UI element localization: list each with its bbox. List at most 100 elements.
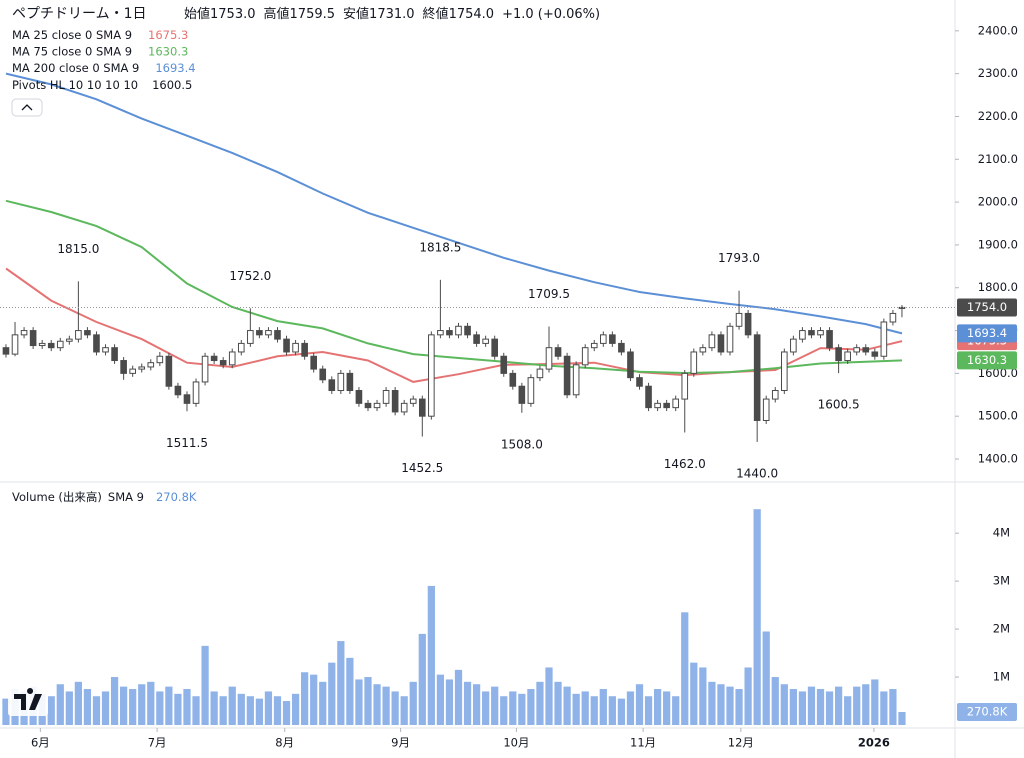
volume-bar	[201, 645, 209, 725]
candle-body	[183, 394, 191, 404]
volume-bar	[219, 696, 227, 725]
ma-price-tag-label: 1630.3	[967, 353, 1007, 367]
y-tick-label: 2100.0	[978, 152, 1018, 166]
candle-body	[364, 402, 372, 409]
ma-line	[5, 199, 903, 375]
candle-body	[219, 360, 227, 366]
candle-body	[373, 402, 381, 409]
volume-bar	[418, 633, 426, 725]
y-tick-label: 2200.0	[978, 109, 1018, 123]
ma-line	[5, 72, 903, 335]
candle-body	[66, 338, 73, 342]
candle-body	[84, 330, 91, 336]
volume-bar	[454, 669, 463, 725]
candle-body	[20, 330, 28, 336]
volume-bar	[563, 686, 571, 725]
volume-bar	[626, 691, 635, 725]
legend-text: +1.0 (+0.06%)	[502, 7, 600, 22]
volume-bar	[635, 684, 644, 725]
legend-text: MA 75 close 0 SMA 9	[12, 44, 132, 58]
candle-body	[500, 355, 508, 374]
candle-body	[2, 347, 10, 355]
candle-body	[844, 351, 851, 362]
candle-body	[581, 347, 589, 366]
volume-bar	[898, 712, 906, 725]
volume-bar	[174, 693, 182, 725]
volume-bar	[880, 691, 888, 725]
volume-tag	[957, 703, 1017, 722]
candle-body	[129, 368, 136, 374]
candle-body	[708, 334, 716, 349]
volume-bar	[816, 689, 825, 725]
volume-bar	[599, 689, 607, 725]
volume-bar	[436, 674, 445, 725]
candle-body	[56, 340, 64, 349]
legend-text: 1675.3	[148, 28, 188, 42]
pivot-label: 1793.0	[718, 251, 760, 265]
candle-body	[102, 347, 109, 353]
volume-bar	[844, 696, 852, 725]
volume-bar	[355, 679, 363, 725]
candle-body	[437, 330, 444, 336]
candle-body	[645, 385, 652, 409]
volume-bar	[726, 686, 734, 725]
x-tick-label: 12月	[728, 736, 754, 750]
volume-bar	[825, 691, 834, 725]
candle-body	[382, 390, 390, 404]
pivot-label: 1752.0	[229, 269, 271, 283]
logo	[8, 686, 48, 716]
y-tick-label: 1800.0	[978, 280, 1018, 294]
volume-bar	[273, 696, 282, 725]
volume-bar	[346, 657, 354, 725]
legend-row: MA 200 close 0 SMA 9 1693.4	[12, 61, 196, 75]
volume-bar	[237, 693, 245, 725]
x-tick-label: 9月	[391, 736, 410, 750]
legend-text: 270.8K	[156, 490, 197, 504]
volume-bar	[255, 698, 264, 725]
pivot-label: 1511.5	[166, 436, 208, 450]
volume-bar	[129, 689, 137, 725]
candle-body	[464, 325, 471, 336]
candle-body	[699, 347, 707, 353]
volume-bar	[762, 631, 770, 725]
volume-bar	[427, 585, 435, 725]
x-tick-label: 11月	[630, 736, 656, 750]
candle-body	[93, 334, 100, 353]
candle-body	[11, 334, 19, 355]
volume-bar	[536, 681, 544, 725]
legend-text: 終値	[423, 6, 449, 22]
candle-body	[518, 385, 526, 404]
candle-body	[192, 381, 200, 404]
candle-body	[636, 377, 643, 387]
volume-bar	[246, 696, 254, 725]
candle-body	[473, 334, 480, 344]
candle-body	[409, 398, 417, 404]
volume-bar	[735, 689, 743, 725]
collapse-button[interactable]	[11, 98, 43, 117]
legend-text: Pivots HL 10 10 10 10	[12, 78, 138, 92]
candle-body	[237, 342, 245, 353]
legend-row: MA 75 close 0 SMA 9 1630.3	[12, 44, 188, 58]
pivot-label: 1818.5	[419, 240, 461, 254]
y-tick-label: 1M	[993, 670, 1010, 684]
volume-bar	[572, 693, 580, 725]
candle-body	[853, 347, 861, 353]
volume-bar	[491, 686, 499, 725]
candle-body	[717, 334, 725, 353]
pivot-label: 1452.5	[401, 461, 443, 475]
volume-bar	[463, 681, 472, 725]
candle-body	[744, 312, 752, 336]
legend-text: 始値	[184, 6, 210, 22]
volume-bar	[156, 691, 164, 725]
candle-body	[663, 402, 670, 409]
x-tick-label: 10月	[503, 736, 529, 750]
volume-bar	[47, 696, 55, 725]
y-tick-label: 1400.0	[978, 452, 1018, 466]
candle-body	[690, 351, 698, 374]
pivot-label: 1462.0	[664, 457, 706, 471]
volume-bar	[445, 679, 454, 725]
candle-body	[554, 347, 562, 357]
candle-body	[210, 355, 218, 362]
x-tick-label: 7月	[148, 736, 167, 750]
